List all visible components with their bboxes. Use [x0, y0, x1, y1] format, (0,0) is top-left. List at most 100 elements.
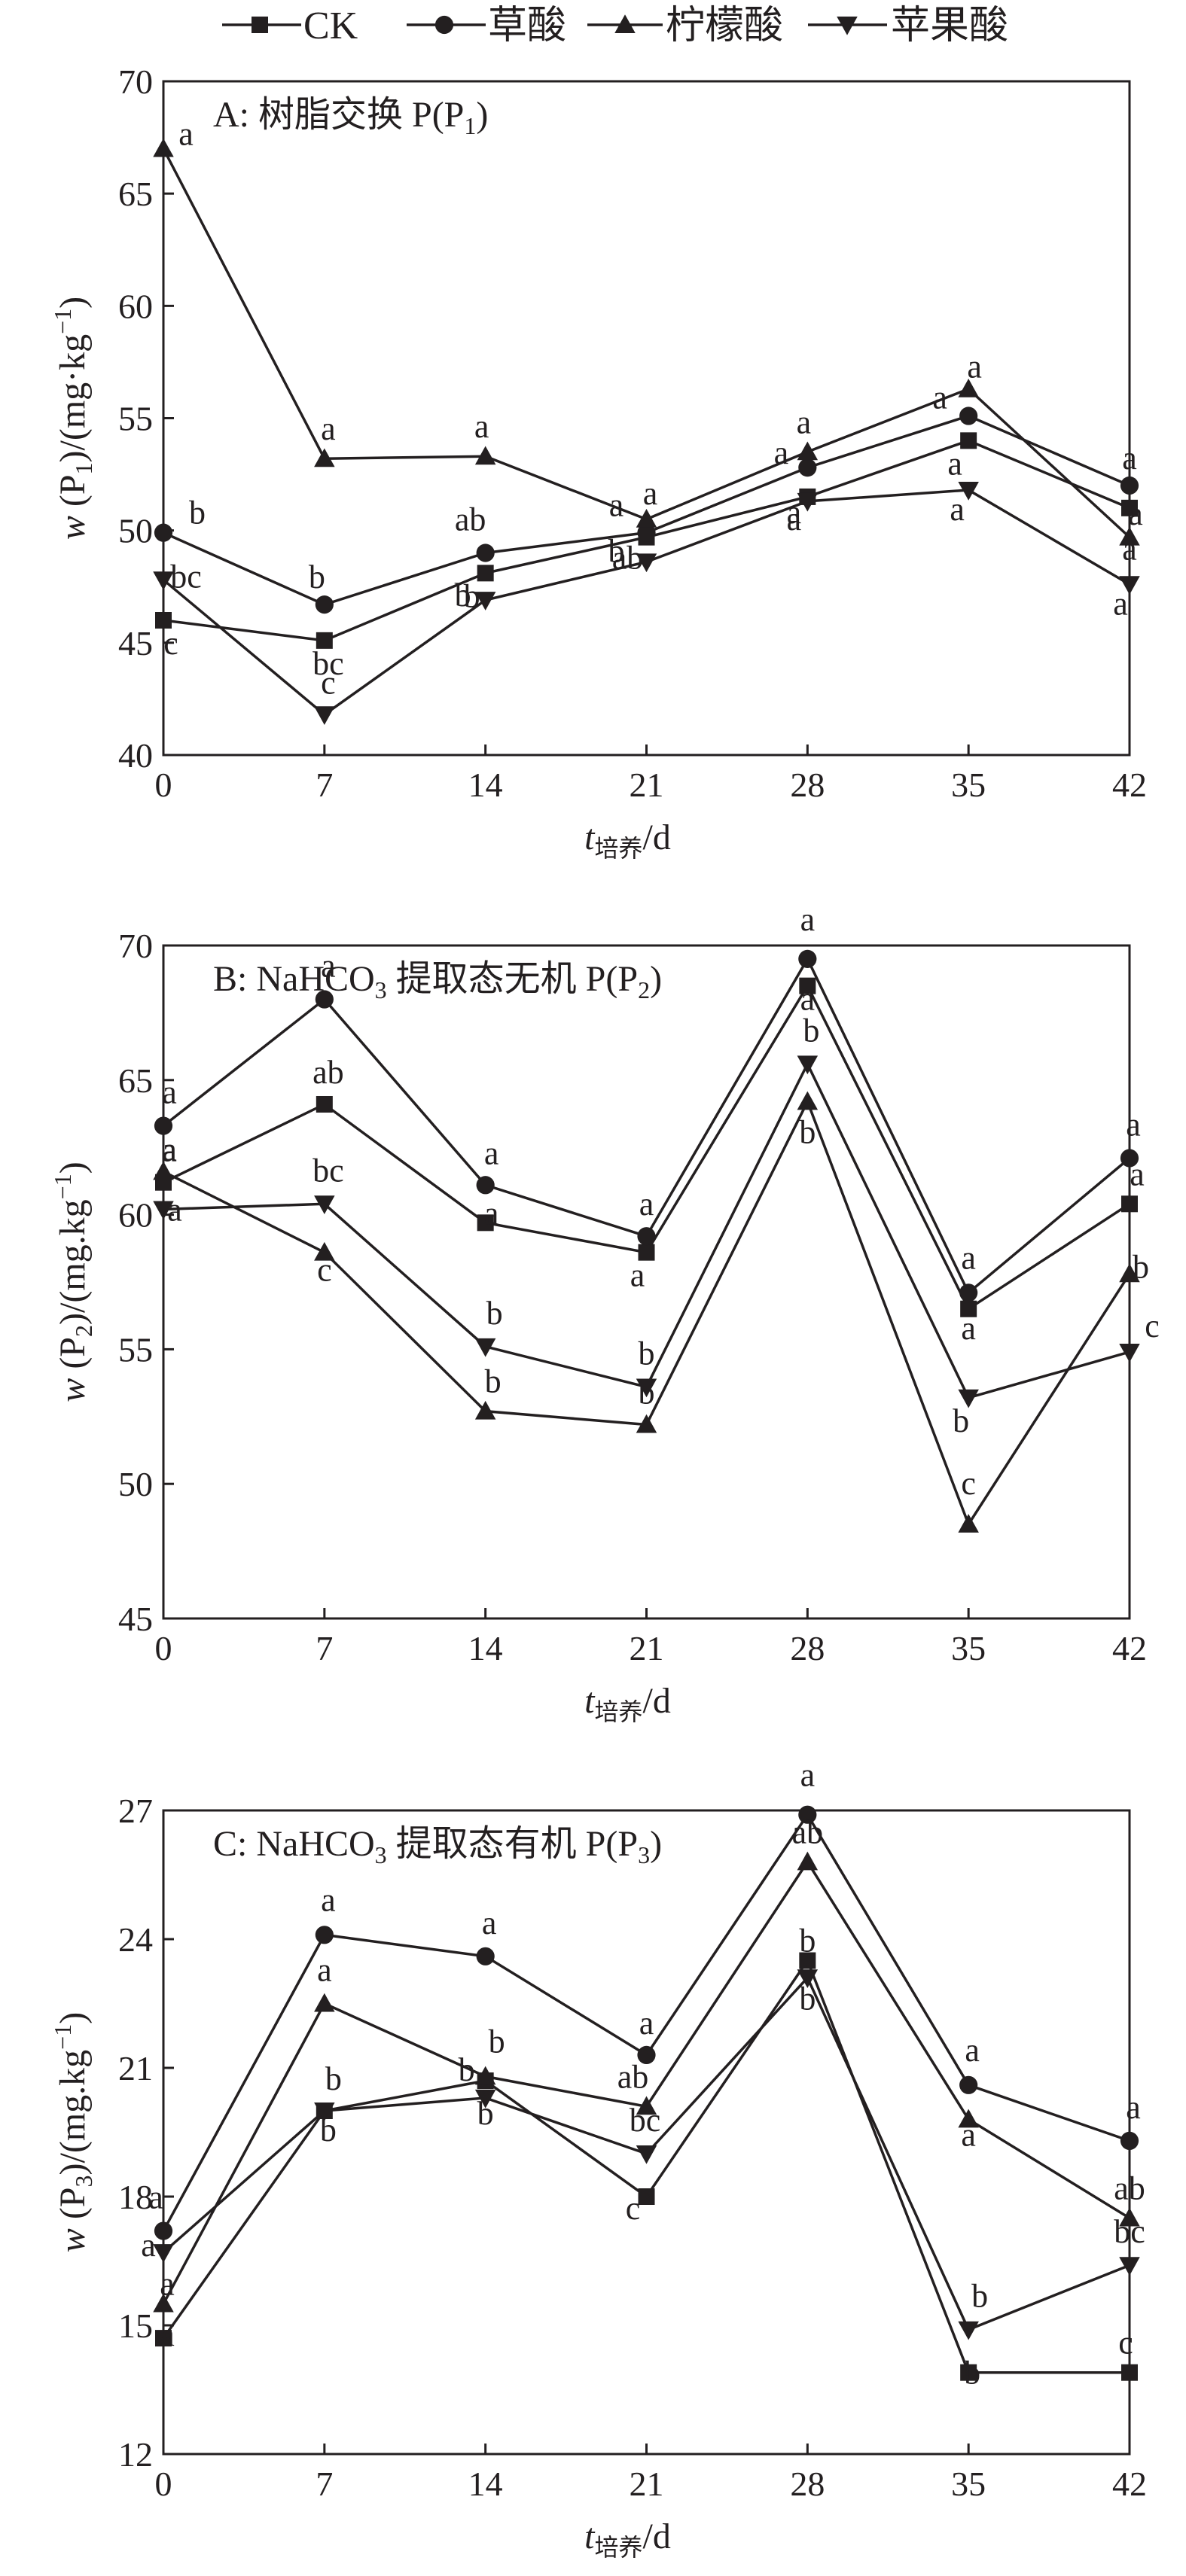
x-tick-label: 35 — [951, 1629, 986, 1667]
significance-label-ck: a — [630, 1257, 645, 1294]
x-tick-label: 0 — [155, 1629, 172, 1667]
y-tick-label: 21 — [118, 2049, 153, 2087]
data-point-ck — [316, 1095, 333, 1113]
x-tick-label: 28 — [790, 1629, 825, 1667]
significance-label-citric: b — [489, 2023, 505, 2060]
y-tick-label: 70 — [118, 62, 153, 101]
legend-label-ck: CK — [303, 5, 358, 47]
y-tick-label: 65 — [118, 1061, 153, 1100]
data-point-oxalic — [476, 1176, 495, 1195]
significance-label-ck: b — [459, 2051, 475, 2088]
y-tick-label: 60 — [118, 287, 153, 325]
significance-label-ck: c — [626, 2190, 641, 2227]
significance-label-malic: b — [971, 2278, 988, 2315]
data-point-malic — [958, 1389, 979, 1408]
significance-label-malic: bc — [313, 1152, 344, 1189]
data-point-malic — [1119, 1343, 1140, 1363]
series-line-citric — [163, 1098, 1131, 1527]
data-point-oxalic — [637, 2045, 656, 2064]
significance-label-citric: b — [1133, 1248, 1149, 1285]
data-point-citric — [958, 378, 979, 397]
significance-label-malic: b — [799, 1980, 816, 2017]
data-point-oxalic — [315, 595, 334, 614]
significance-label-citric: a — [321, 410, 336, 447]
significance-label-oxalic: a — [639, 2005, 654, 2042]
significance-label-citric: a — [961, 2116, 976, 2153]
data-point-ck — [960, 1300, 977, 1317]
data-point-malic — [636, 2145, 657, 2164]
significance-label-malic: bc — [1114, 2213, 1145, 2250]
legend-marker-citric — [614, 14, 636, 33]
significance-label-malic: a — [1113, 585, 1128, 622]
significance-label-ck: a — [1128, 495, 1143, 532]
panel-title: C: NaHCO3 提取态有机 P(P3) — [213, 1824, 662, 1868]
significance-label-malic: bc — [170, 558, 202, 595]
significance-label-oxalic: a — [482, 1905, 497, 1941]
significance-label-oxalic: a — [932, 379, 947, 416]
y-tick-label: 45 — [118, 1600, 153, 1638]
significance-label-oxalic: a — [321, 1881, 336, 1918]
x-tick-label: 7 — [316, 2465, 333, 2503]
significance-label-oxalic: a — [965, 2032, 980, 2069]
significance-label-citric: c — [317, 1252, 332, 1289]
x-tick-label: 7 — [316, 766, 333, 804]
data-point-ck — [799, 1952, 816, 1969]
significance-label-ck: a — [787, 494, 802, 531]
data-point-oxalic — [476, 544, 495, 562]
significance-label-malic: b — [455, 577, 471, 614]
x-tick-label: 35 — [951, 766, 986, 804]
data-point-ck — [638, 1244, 655, 1261]
data-point-ck — [316, 632, 333, 649]
x-tick-label: 7 — [316, 1629, 333, 1667]
data-point-citric — [153, 2293, 174, 2313]
data-point-oxalic — [315, 1926, 334, 1944]
panel-c: 12 15 18 21 24 27 0 7 14 21 28 35 42 t培养/d w (P3)/(mg.… — [49, 1757, 1147, 2561]
significance-label-citric: a — [162, 1131, 177, 1168]
x-tick-label: 42 — [1112, 2465, 1147, 2503]
x-tick-label: 42 — [1112, 766, 1147, 804]
significance-label-ck: ab — [313, 1054, 344, 1091]
significance-label-malic: c — [1145, 1308, 1160, 1344]
data-point-ck — [1121, 499, 1138, 516]
data-point-malic — [958, 481, 979, 501]
legend-marker-oxalic — [434, 15, 454, 35]
data-point-oxalic — [315, 990, 334, 1009]
y-tick-label: 60 — [118, 1196, 153, 1235]
data-point-ck — [1121, 1195, 1138, 1213]
significance-label-citric: ab — [792, 1813, 824, 1850]
significance-label-citric: ab — [617, 2058, 649, 2095]
data-point-malic — [636, 1378, 657, 1398]
panel-title: B: NaHCO3 提取态无机 P(P2) — [213, 959, 662, 1003]
data-point-citric — [1119, 526, 1140, 546]
significance-label-malic: b — [803, 1012, 819, 1049]
significance-label-oxalic: a — [1126, 1107, 1141, 1143]
significance-label-malic: b — [325, 2060, 342, 2097]
data-point-malic — [153, 2244, 174, 2263]
data-point-oxalic — [798, 458, 817, 477]
significance-label-citric: a — [317, 1952, 332, 1989]
significance-label-malic: a — [950, 491, 965, 528]
significance-label-oxalic: a — [609, 487, 624, 524]
data-point-malic — [797, 1969, 819, 1989]
significance-label-oxalic: a — [321, 948, 336, 985]
significance-label-citric: b — [485, 1363, 502, 1400]
significance-label-ck: a — [800, 981, 816, 1018]
y-tick-label: 15 — [118, 2307, 153, 2345]
x-tick-label: 42 — [1112, 1629, 1147, 1667]
data-point-oxalic — [154, 2221, 173, 2240]
significance-label-oxalic: b — [189, 495, 206, 531]
data-point-oxalic — [637, 1227, 656, 1246]
data-point-malic — [636, 553, 657, 573]
significance-label-ck: a — [947, 445, 962, 482]
significance-label-citric: a — [797, 403, 812, 440]
significance-label-citric: ab — [1114, 2170, 1145, 2207]
x-tick-label: 14 — [468, 766, 503, 804]
y-tick-label: 70 — [118, 927, 153, 965]
significance-label-oxalic: a — [800, 901, 816, 938]
data-point-ck — [799, 977, 816, 994]
legend-marker-ck — [252, 17, 268, 33]
y-axis-label: w (P2)/(mg.kg−1) — [49, 1162, 97, 1402]
data-point-malic — [153, 571, 174, 591]
y-tick-label: 55 — [118, 400, 153, 438]
data-point-ck — [638, 2188, 655, 2205]
